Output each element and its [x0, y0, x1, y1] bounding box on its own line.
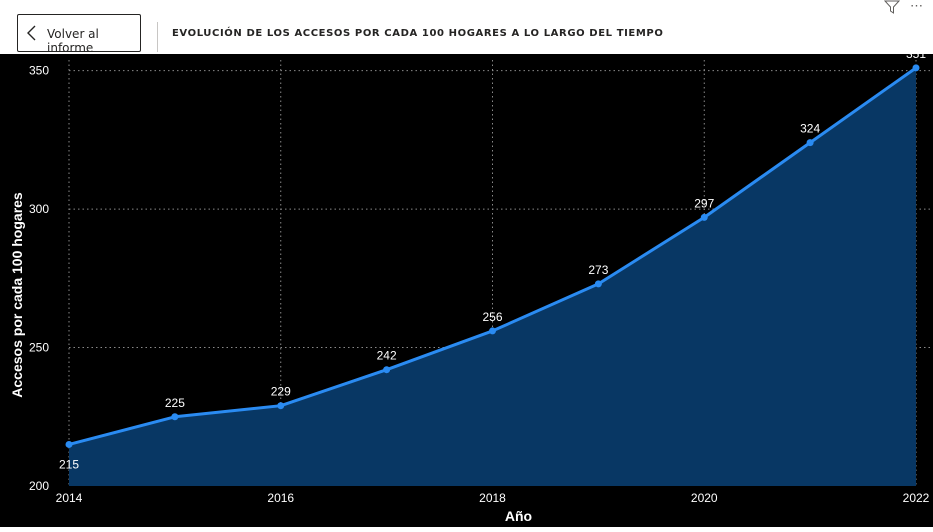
area-chart: 215 225 229 242 256 273 297 324 351 200 250 300 350 2…: [9, 47, 930, 524]
x-tick-label-2020: 2020: [691, 491, 718, 505]
data-label-2022: 351: [906, 54, 926, 61]
y-tick-label-300: 300: [29, 202, 49, 216]
data-label-2014: 215: [59, 457, 79, 471]
header-divider: [157, 22, 158, 52]
data-point-2016[interactable]: [277, 402, 285, 410]
data-point-2019[interactable]: [594, 280, 602, 288]
data-point-2022[interactable]: [912, 64, 920, 72]
more-options-icon[interactable]: ⋯: [910, 0, 924, 13]
data-point-2015[interactable]: [171, 413, 179, 421]
data-label-2020: 297: [694, 196, 714, 210]
chevron-left-icon: [27, 25, 36, 41]
data-label-2015: 225: [165, 396, 185, 410]
y-tick-label-350: 350: [29, 64, 49, 78]
chart-area: 215 225 229 242 256 273 297 324 351 200 250 300 350 2…: [0, 47, 933, 527]
y-tick-label-250: 250: [29, 341, 49, 355]
y-axis-title: Accesos por cada 100 hogares: [9, 192, 25, 398]
data-label-2019: 273: [588, 263, 608, 277]
back-button-label: Volver al informe: [47, 27, 99, 55]
area-fill: [69, 67, 916, 486]
visual-header: Volver al informe EVOLUCIÓN DE LOS ACCES…: [0, 0, 933, 55]
x-tick-label-2022: 2022: [903, 491, 930, 505]
data-point-2020[interactable]: [700, 213, 708, 221]
data-label-2016: 229: [271, 385, 291, 399]
data-point-2021[interactable]: [806, 139, 814, 147]
data-point-2017[interactable]: [383, 366, 391, 374]
x-tick-label-2014: 2014: [56, 491, 83, 505]
data-label-2021: 324: [800, 122, 820, 136]
data-point-2014[interactable]: [65, 440, 73, 448]
back-to-report-button[interactable]: Volver al informe: [17, 14, 141, 55]
chart-title: EVOLUCIÓN DE LOS ACCESOS POR CADA 100 HO…: [172, 28, 664, 39]
data-label-2018: 256: [482, 310, 502, 324]
filter-icon[interactable]: [884, 0, 900, 14]
x-axis-title: Año: [505, 508, 532, 524]
y-tick-label-200: 200: [29, 479, 49, 493]
data-point-2018[interactable]: [489, 327, 496, 335]
x-tick-label-2018: 2018: [479, 491, 506, 505]
data-label-2017: 242: [377, 349, 397, 363]
x-tick-label-2016: 2016: [267, 491, 294, 505]
